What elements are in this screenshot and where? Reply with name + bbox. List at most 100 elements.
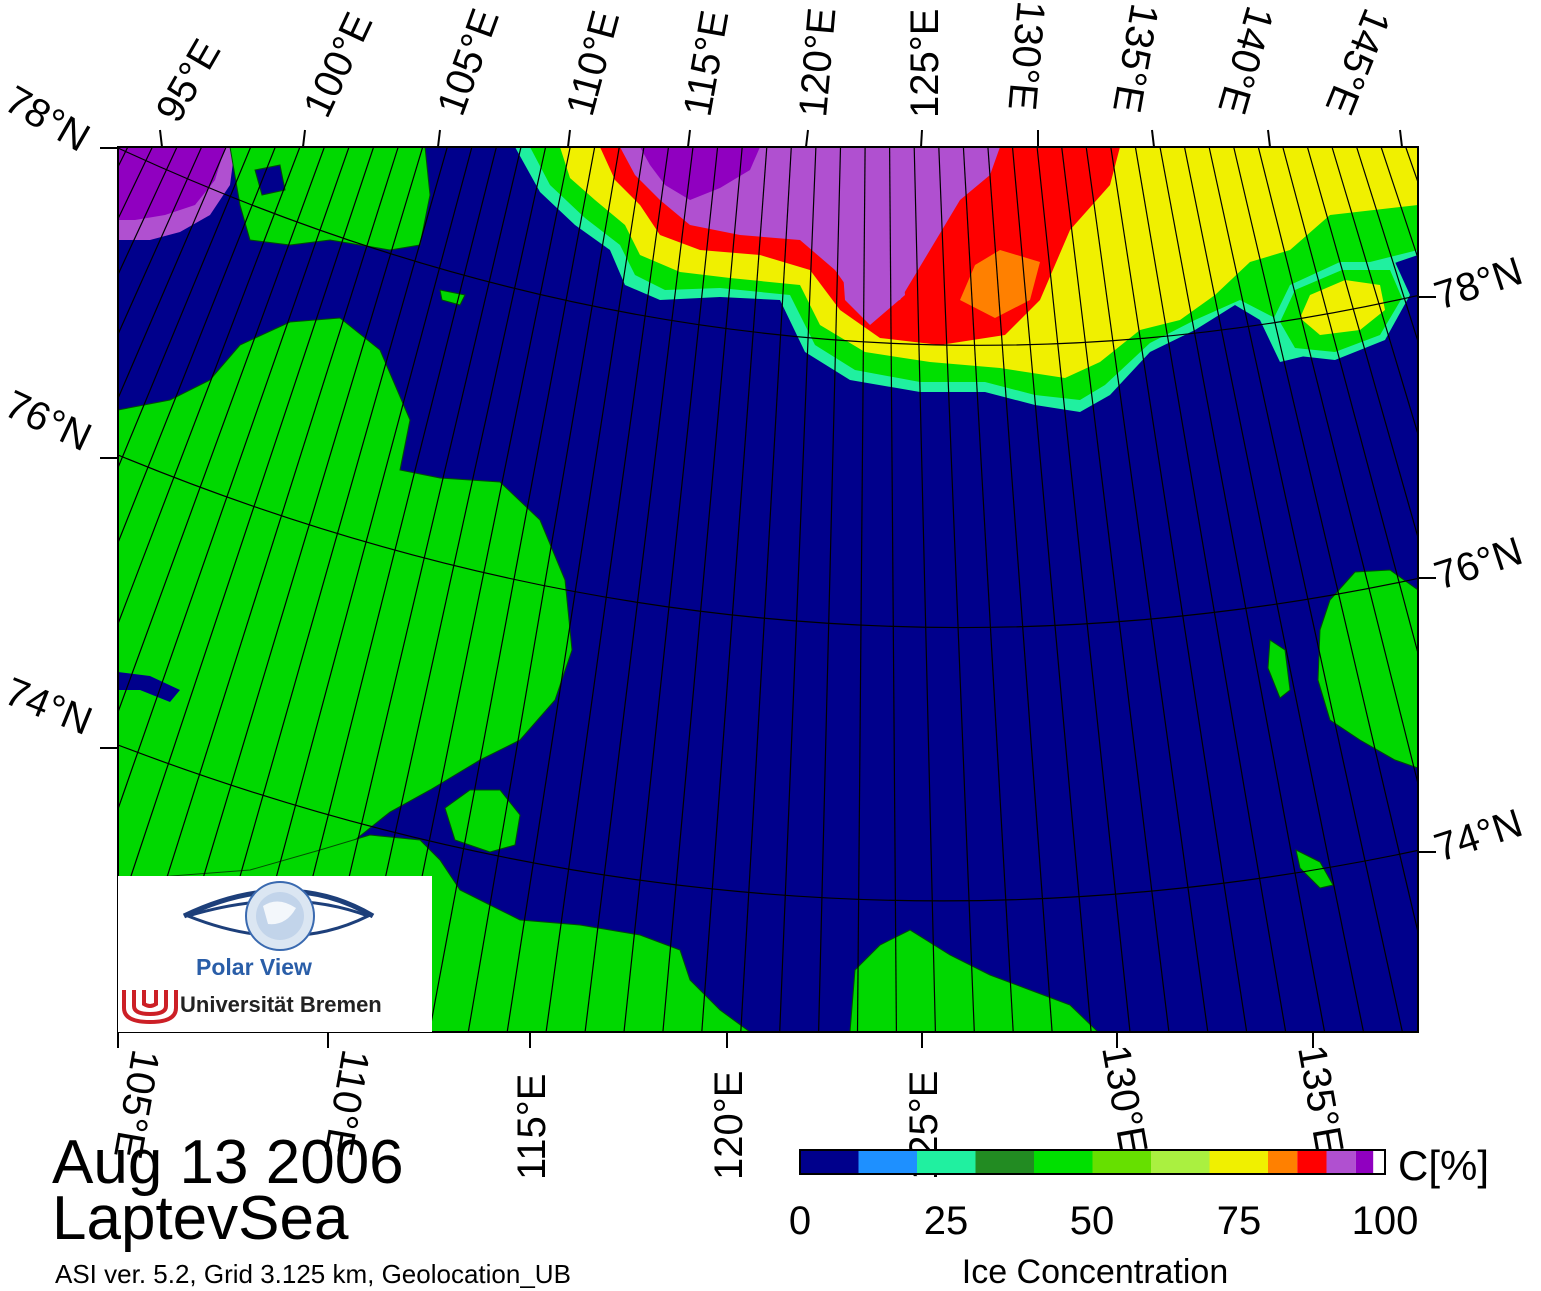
severnaya-zemlya-island — [229, 147, 431, 251]
left-lat-label: 76°N — [0, 382, 98, 460]
tick-marks — [100, 129, 1436, 1048]
polar-view-logo: Polar View Universität Bremen — [118, 876, 432, 1032]
region-label: LaptevSea — [52, 1184, 349, 1253]
meridian-line — [118, 147, 301, 626]
meridian-line — [1134, 147, 1287, 1032]
meridian-line — [740, 147, 792, 1032]
colorbar-bin — [1326, 1150, 1356, 1174]
map-content — [0, 147, 1541, 1032]
colorbar-bin — [1034, 1150, 1093, 1174]
meridian-line — [118, 147, 276, 545]
bottom-lon-label: 115°E — [510, 1074, 554, 1180]
logo-title: Polar View — [196, 954, 312, 980]
colorbar-tick-label: 100 — [1351, 1199, 1419, 1243]
small-island-right — [1267, 639, 1291, 699]
colorbar-tick-label: 0 — [788, 1199, 812, 1243]
meridian-line — [1331, 147, 1418, 437]
colorbar-frame — [799, 1149, 1386, 1175]
bottom-lon-label: 135°E — [1289, 1042, 1351, 1157]
colorbar-bin — [917, 1150, 976, 1174]
colorbar — [800, 1150, 1385, 1174]
left-lat-label: 74°N — [0, 670, 98, 744]
bottom-lon-label: 120°E — [707, 1071, 751, 1180]
meridian-line — [1282, 147, 1418, 656]
meridian-line — [1011, 147, 1092, 1032]
meridian-line — [1257, 147, 1418, 787]
left-latitude-labels: 78°N 76°N 74°N — [0, 78, 98, 744]
colorbar-bin — [1268, 1150, 1298, 1174]
meridian-line — [987, 147, 1053, 1032]
sea-ice-field — [118, 147, 1418, 412]
top-lon-label: 125°E — [903, 9, 947, 118]
colorbar-bin — [1209, 1150, 1268, 1174]
meridian-line — [118, 147, 325, 714]
top-lon-label: 95°E — [148, 32, 230, 129]
meridian-line — [1061, 147, 1170, 1032]
ice-orange-patch — [960, 250, 1040, 318]
meridian-line — [0, 147, 54, 1032]
right-lat-label: 74°N — [1429, 801, 1528, 870]
colorbar-bin — [1092, 1150, 1151, 1174]
meridian-line — [888, 147, 898, 1032]
meridian-line — [545, 147, 670, 1032]
right-lat-label: 76°N — [1429, 529, 1528, 598]
meridian-line — [118, 147, 227, 400]
meridian-line — [0, 147, 103, 1032]
colorbar-tick-label: 50 — [1069, 1199, 1115, 1243]
map-frame — [117, 146, 1419, 1033]
meridian-line — [0, 147, 79, 1032]
meridian-lines — [0, 147, 1541, 1032]
meridian-line — [118, 147, 129, 169]
colorbar-bin — [858, 1150, 917, 1174]
meridian-line — [1085, 147, 1209, 1032]
meridian-line — [779, 147, 817, 1032]
top-lon-label: 110°E — [558, 6, 628, 120]
parallel-78n — [118, 147, 1418, 346]
top-lon-label: 135°E — [1104, 0, 1166, 115]
meridian-line — [506, 147, 645, 1032]
meridian-line — [118, 147, 350, 811]
colorbar-bin — [1355, 1150, 1374, 1174]
meridian-line — [1306, 147, 1418, 540]
top-lon-label: 100°E — [295, 6, 381, 124]
top-longitude-labels: 95°E 100°E 105°E 110°E 115°E 120°E 125°E… — [148, 0, 1399, 130]
colorbar-tick-label: 25 — [923, 1199, 969, 1243]
floe-right-yellow — [1300, 280, 1385, 335]
date-label: Aug 13 2006 — [52, 1128, 404, 1197]
meridian-line — [623, 147, 719, 1032]
colorbar-bin — [1373, 1150, 1385, 1174]
meridian-line — [913, 147, 936, 1032]
meridian-line — [662, 147, 743, 1032]
ice-violet-patch — [840, 230, 905, 325]
small-island-southeast — [1295, 849, 1334, 889]
meridian-line — [467, 147, 620, 1032]
logo-subtitle: Universität Bremen — [180, 992, 382, 1017]
ice-purple-zone — [640, 147, 760, 200]
colorbar-bin — [800, 1150, 859, 1174]
eye-globe-icon — [182, 881, 375, 951]
top-lon-label: 145°E — [1317, 3, 1399, 121]
right-latitude-labels: 78°N 76°N 74°N — [1429, 249, 1528, 870]
graticule — [0, 147, 1541, 1032]
meridian-line — [1529, 147, 1541, 1032]
meridian-line — [0, 147, 5, 1032]
right-lat-label: 78°N — [1429, 249, 1528, 318]
meridian-line — [428, 147, 596, 1032]
meridian-line — [856, 147, 866, 1032]
meridian-line — [584, 147, 694, 1032]
meridian-line — [1356, 147, 1418, 344]
small-island-mid — [439, 289, 466, 306]
university-bremen-icon — [122, 990, 178, 1025]
bolshevik-lake — [118, 672, 180, 702]
meridian-line — [1036, 147, 1131, 1032]
top-lon-label: 120°E — [791, 6, 844, 119]
meridian-line — [1159, 147, 1326, 1032]
meridian-line — [701, 147, 768, 1032]
colorbar-tick-label: 75 — [1216, 1199, 1262, 1243]
colorbar-bin — [1151, 1150, 1210, 1174]
meridian-line — [0, 147, 30, 1032]
meridian-line — [118, 147, 252, 470]
meridian-line — [938, 147, 975, 1032]
